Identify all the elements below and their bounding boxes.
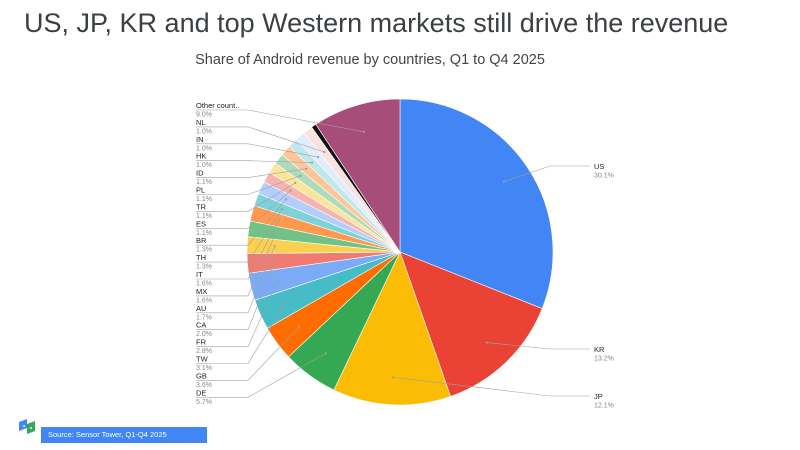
- slice-value-pl: 1.1%: [196, 196, 212, 203]
- leader-line: [196, 303, 286, 364]
- slice-label-au: AU: [196, 304, 206, 313]
- leader-line: [196, 109, 364, 133]
- leader-line: [196, 175, 301, 195]
- chart-title: Share of Android revenue by countries, Q…: [195, 52, 545, 68]
- leader-line: [196, 199, 287, 246]
- slice-label-nl: NL: [196, 118, 206, 127]
- leader-line: [393, 377, 590, 397]
- slice-label-mx: MX: [196, 287, 207, 296]
- leader-line: [196, 261, 276, 331]
- slice-value-de: 5.7%: [196, 399, 212, 406]
- pie-slice-other-count: [315, 98, 401, 253]
- slice-label-th: TH: [196, 253, 206, 262]
- slice-value-mx: 1.6%: [196, 297, 212, 304]
- pie-slice-us: [399, 98, 554, 309]
- slice-value-fr: 2.8%: [196, 348, 212, 355]
- leader-line: [196, 126, 325, 153]
- pie-slice-jp: [333, 251, 451, 406]
- slice-value-es: 1.1%: [196, 230, 212, 237]
- slice-label-hk: HK: [196, 152, 206, 161]
- slice-label-es: ES: [196, 219, 206, 228]
- slice-value-kr: 13.2%: [594, 356, 614, 363]
- leader-line: [196, 190, 291, 229]
- leader-dot: [305, 167, 308, 170]
- leader-line: [196, 182, 296, 212]
- slice-label-br: BR: [196, 236, 207, 245]
- slice-value-gb: 3.6%: [196, 382, 212, 389]
- slice-label-tw: TW: [196, 355, 209, 364]
- leader-line: [196, 160, 313, 163]
- leader-dot: [277, 219, 280, 222]
- slice-value-tr: 1.1%: [196, 213, 212, 220]
- slice-label-kr: KR: [594, 345, 605, 354]
- leader-line: [196, 168, 307, 178]
- slice-label-jp: JP: [594, 392, 603, 401]
- sensor-tower-logo-icon: [19, 419, 35, 434]
- slice-label-other-count: Other count..: [196, 101, 239, 110]
- slide-headline: US, JP, KR and top Western markets still…: [24, 8, 729, 38]
- slice-value-jp: 12.1%: [594, 403, 614, 410]
- slice-label-in: IN: [196, 135, 204, 144]
- leader-line: [196, 208, 283, 263]
- slice-label-tr: TR: [196, 202, 207, 211]
- leader-line: [503, 165, 590, 182]
- pie-slice-kr: [399, 251, 543, 397]
- slice-value-us: 30.1%: [594, 173, 614, 180]
- leader-line: [196, 143, 319, 158]
- slice-value-th: 1.3%: [196, 264, 212, 271]
- slice-value-tw: 3.1%: [196, 365, 212, 372]
- leader-line: [196, 353, 327, 398]
- slice-value-it: 1.6%: [196, 281, 212, 288]
- slice-value-br: 1.3%: [196, 247, 212, 254]
- leader-line: [196, 326, 300, 381]
- slice-label-gb: GB: [196, 371, 207, 380]
- leader-dot: [299, 174, 302, 177]
- slice-value-in: 1.0%: [196, 145, 212, 152]
- slice-label-ca: CA: [196, 321, 206, 330]
- slice-value-other-count: 9.0%: [196, 112, 212, 119]
- slice-value-nl: 1.0%: [196, 128, 212, 135]
- slice-value-hk: 1.0%: [196, 162, 212, 169]
- leader-dot: [273, 245, 276, 248]
- leader-line: [196, 232, 277, 297]
- slice-label-pl: PL: [196, 186, 205, 195]
- leader-line: [196, 280, 279, 347]
- leader-line: [486, 342, 590, 350]
- slice-value-au: 1.7%: [196, 314, 212, 321]
- slice-label-it: IT: [196, 270, 203, 279]
- slice-label-id: ID: [196, 169, 204, 178]
- slice-label-de: DE: [196, 388, 206, 397]
- slice-label-us: US: [594, 162, 604, 171]
- leader-line: [196, 220, 279, 280]
- leader-line: [196, 246, 275, 314]
- source-note: Source: Sensor Tower, Q1-Q4 2025: [41, 427, 207, 443]
- slice-label-fr: FR: [196, 338, 207, 347]
- slice-value-id: 1.1%: [196, 179, 212, 186]
- slice-value-ca: 2.0%: [196, 331, 212, 338]
